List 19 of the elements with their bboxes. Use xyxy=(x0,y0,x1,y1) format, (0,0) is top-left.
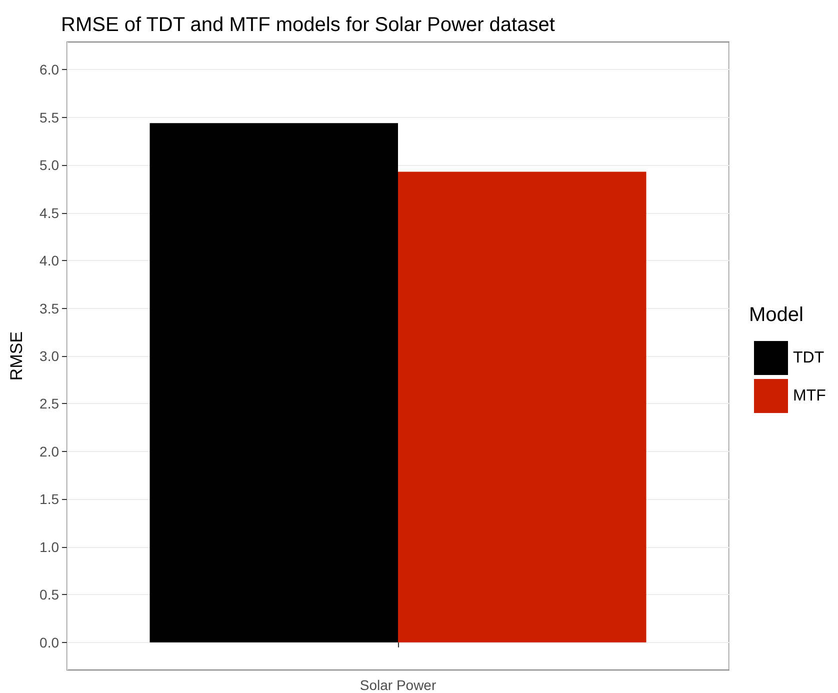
y-tick-label: 3.0 xyxy=(40,348,60,364)
x-tick-label: Solar Power xyxy=(360,677,436,693)
legend-title: Model xyxy=(749,304,804,326)
y-tick-label: 5.0 xyxy=(40,157,60,174)
y-axis-title: RMSE xyxy=(7,331,26,381)
y-tick-label: 4.0 xyxy=(40,252,60,269)
y-tick-label: 0.5 xyxy=(40,586,60,603)
y-tick-label: 3.5 xyxy=(40,300,60,316)
y-tick-label: 5.5 xyxy=(40,109,60,126)
y-tick-label: 2.5 xyxy=(40,396,60,412)
y-tick-label: 1.5 xyxy=(40,491,60,508)
y-tick-label: 4.5 xyxy=(40,204,60,221)
y-tick-label: 1.0 xyxy=(40,538,60,555)
y-tick-label: 0.0 xyxy=(40,634,60,650)
y-tick-label: 6.0 xyxy=(40,62,60,78)
chart-title: RMSE of TDT and MTF models for Solar Power dataset xyxy=(61,14,556,36)
legend-label: MTF xyxy=(793,388,826,404)
legend-label: TDT xyxy=(793,350,824,366)
y-tick-label: 2.0 xyxy=(40,443,60,460)
